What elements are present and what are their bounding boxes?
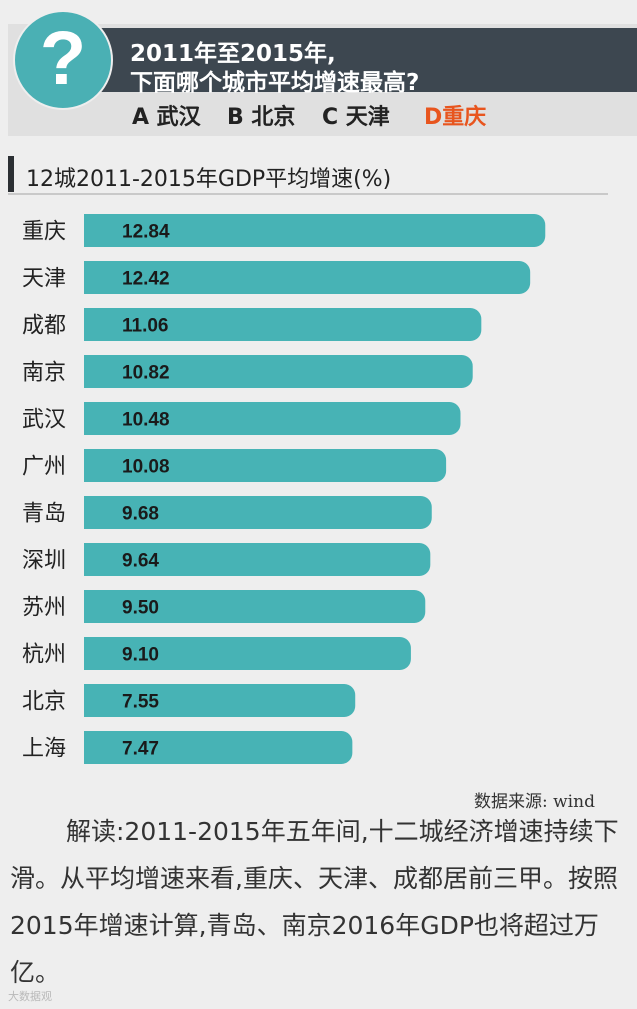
- bar: [84, 402, 461, 435]
- bar: [84, 449, 447, 482]
- value-label: 7.47: [122, 739, 159, 760]
- category-label: 成都: [22, 314, 66, 339]
- bar-left-edge: [84, 731, 98, 764]
- bar: [84, 355, 473, 388]
- bar-left-edge: [84, 261, 98, 294]
- value-label: 9.64: [122, 551, 159, 572]
- option-a: A 武汉: [132, 105, 201, 130]
- value-label: 12.84: [122, 222, 170, 243]
- data-source: 数据来源: wind: [474, 792, 595, 812]
- bar: [84, 590, 426, 623]
- category-label: 天津: [22, 267, 66, 292]
- bar: [84, 637, 411, 670]
- value-label: 11.06: [122, 316, 169, 337]
- bar-left-edge: [84, 590, 98, 623]
- watermark: 大数据观: [8, 990, 52, 1003]
- bar: [84, 543, 431, 576]
- value-label: 9.68: [122, 504, 159, 525]
- value-label: 10.48: [122, 410, 170, 431]
- bar-left-edge: [84, 684, 98, 717]
- category-label: 北京: [22, 690, 66, 715]
- option-d-answer: D重庆: [424, 105, 487, 130]
- bar-chart: 重庆 12.84 天津 12.42 成都 11.06 南京 10.82 武汉 10.48 广州 10.…: [22, 214, 546, 764]
- value-label: 9.10: [122, 645, 159, 666]
- bar-left-edge: [84, 402, 98, 435]
- bar: [84, 496, 432, 529]
- category-label: 重庆: [22, 220, 66, 245]
- category-label: 杭州: [22, 643, 66, 668]
- category-label: 广州: [22, 455, 66, 480]
- question-title-bar: [54, 28, 637, 92]
- question-mark-icon: ?: [13, 10, 113, 110]
- bar-left-edge: [84, 637, 98, 670]
- category-label: 武汉: [22, 408, 66, 433]
- chart-title: 12城2011-2015年GDP平均增速(%): [26, 167, 392, 192]
- category-label: 上海: [22, 737, 66, 762]
- option-b: B 北京: [227, 105, 296, 130]
- category-label: 青岛: [22, 502, 66, 527]
- option-c: C 天津: [322, 105, 390, 130]
- bar-left-edge: [84, 496, 98, 529]
- value-label: 9.50: [122, 598, 159, 619]
- category-label: 苏州: [22, 596, 66, 621]
- value-label: 10.08: [122, 457, 170, 478]
- bar-left-edge: [84, 214, 98, 247]
- bar: [84, 731, 353, 764]
- value-label: 7.55: [122, 692, 159, 713]
- bar: [84, 214, 546, 247]
- value-label: 10.82: [122, 363, 170, 384]
- bar: [84, 684, 356, 717]
- question-line-1: 2011年至2015年,: [130, 41, 336, 67]
- bar-left-edge: [84, 308, 98, 341]
- category-label: 南京: [22, 361, 66, 386]
- commentary-text: 解读:2011-2015年五年间,十二城经济增速持续下滑。从平均增速来看,重庆、…: [10, 817, 619, 987]
- chart-title-divider: [8, 193, 608, 195]
- bar-left-edge: [84, 449, 98, 482]
- bar-left-edge: [84, 355, 98, 388]
- bar-left-edge: [84, 543, 98, 576]
- value-label: 12.42: [122, 269, 170, 290]
- chart-title-marker: [8, 156, 14, 192]
- bar: [84, 261, 531, 294]
- bar: [84, 308, 482, 341]
- question-line-2: 下面哪个城市平均增速最高?: [130, 70, 420, 96]
- category-label: 深圳: [22, 549, 66, 574]
